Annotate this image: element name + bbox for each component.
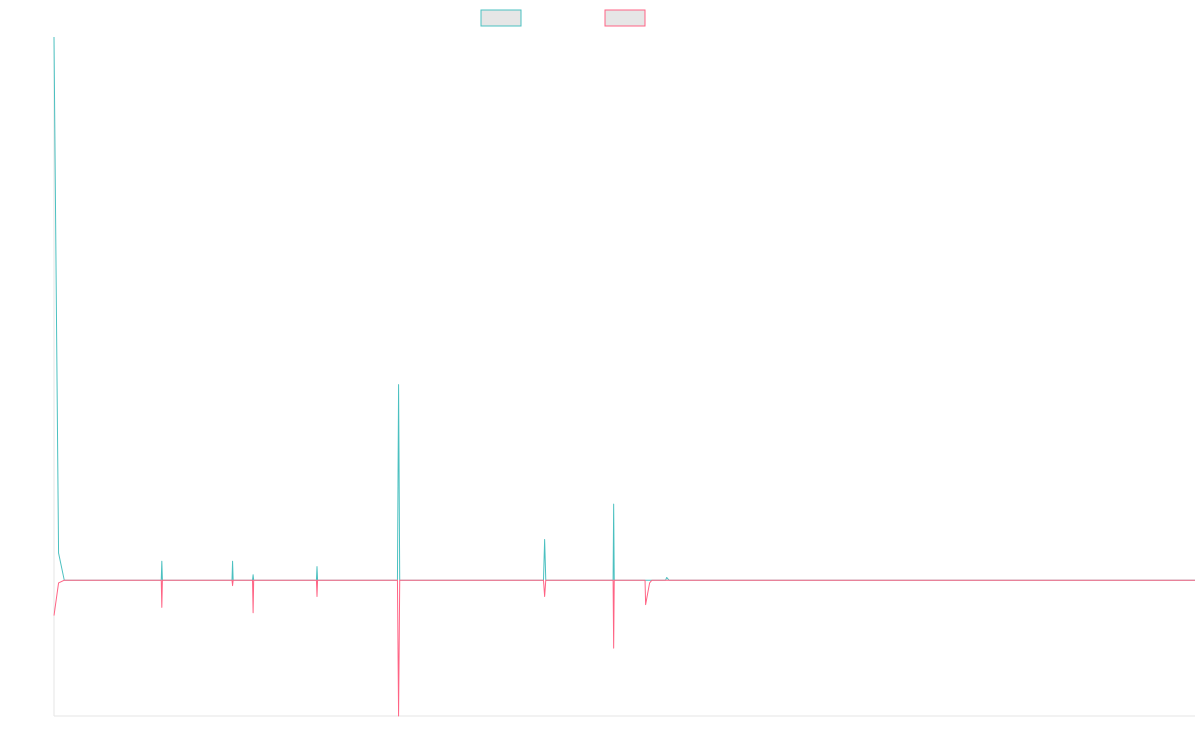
axes <box>53 37 1195 717</box>
plot-area <box>53 36 1195 717</box>
legend-item-1[interactable] <box>480 9 522 27</box>
legend-item-2[interactable] <box>604 9 646 27</box>
series-line-2 <box>53 579 1195 717</box>
series-line-1 <box>53 36 1195 581</box>
legend <box>480 9 646 27</box>
legend-swatch-2 <box>604 9 646 27</box>
legend-swatch-1 <box>480 9 522 27</box>
